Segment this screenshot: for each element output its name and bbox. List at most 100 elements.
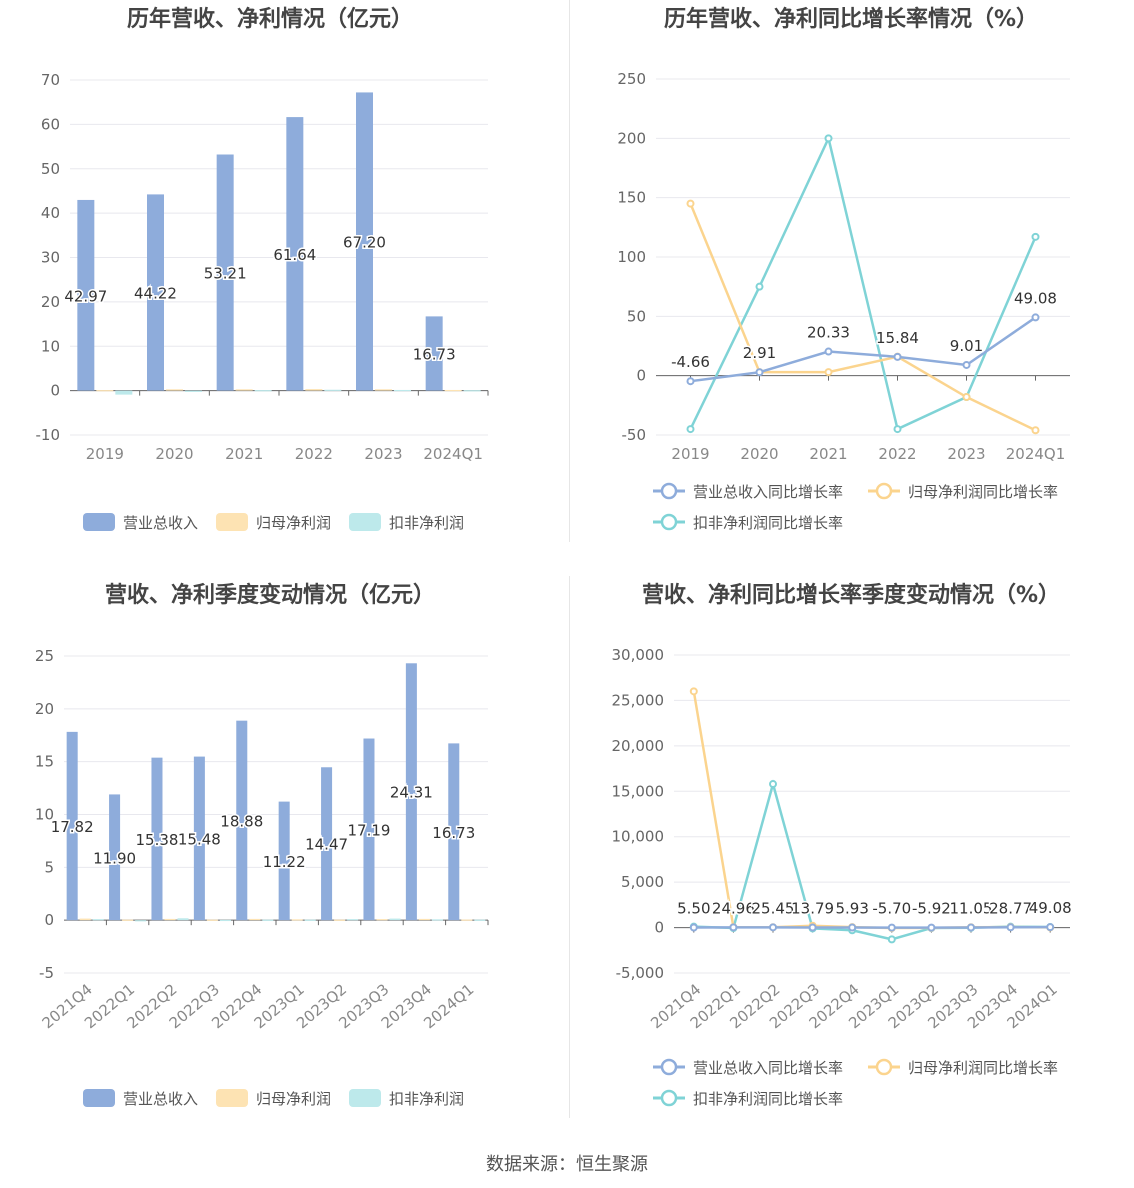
x-tick-label: 2020 <box>155 445 193 463</box>
legend-swatch <box>83 513 115 531</box>
data-label: 5.50 <box>677 900 710 918</box>
legend-label: 扣非净利润 <box>389 514 464 532</box>
data-point <box>824 134 833 143</box>
bar-net-profit <box>122 919 134 921</box>
data-point <box>927 923 936 932</box>
y-tick-label: 15 <box>35 753 54 771</box>
y-tick-label: 10,000 <box>612 828 665 846</box>
bar-net-profit <box>418 918 430 921</box>
data-point <box>887 935 896 944</box>
annual-bar-chart: 历年营收、净利情况（亿元） 70 60 50 40 30 20 10 0 -10 2019 2020 2… <box>36 6 489 532</box>
data-point <box>848 923 857 932</box>
chart-quarterly-revenue-profit: 营收、净利季度变动情况（亿元） 25 20 15 10 5 0 -5 2021Q4 2022Q1 2… <box>0 576 566 1136</box>
data-label: 15.84 <box>876 329 919 347</box>
legend-label: 归母净利润 <box>256 514 331 532</box>
chart-title: 历年营收、净利情况（亿元） <box>127 6 413 32</box>
x-tick-label: 2024Q1 <box>1006 445 1066 463</box>
divider-bottom <box>569 576 570 1118</box>
data-point <box>769 780 777 789</box>
quarter-bar-chart: 营收、净利季度变动情况（亿元）2520151050-52021Q42022Q12… <box>35 582 489 1108</box>
y-tick-label: 60 <box>41 115 60 133</box>
y-tick-label: 10 <box>35 806 54 824</box>
bar-deducted-profit <box>185 390 202 392</box>
data-point <box>1031 313 1040 322</box>
bar-net-profit <box>249 918 261 921</box>
x-tick-label: 2022 <box>878 445 916 463</box>
data-label: 53.21 <box>204 265 247 283</box>
data-label: 16.73 <box>413 346 456 364</box>
bar-net-profit <box>461 919 473 921</box>
y-tick-label: 5,000 <box>621 873 664 891</box>
bar-revenue <box>286 117 304 391</box>
y-tick-label: -10 <box>36 426 61 444</box>
bar-revenue <box>278 801 290 921</box>
data-label: 13.79 <box>791 899 834 917</box>
bar-deducted-profit <box>389 918 401 921</box>
series-line-2 <box>689 134 1037 431</box>
data-label: -5.70 <box>872 900 911 918</box>
y-tick-label: 5 <box>44 858 54 876</box>
bar-net-profit <box>235 389 253 391</box>
bar-revenue <box>405 663 417 921</box>
y-tick-label: 100 <box>617 248 646 266</box>
chart-annual-revenue-profit: 历年营收、净利情况（亿元） 70 60 50 40 30 20 10 0 -10 2019 2020 2… <box>0 0 566 560</box>
bar-deducted-profit <box>177 918 189 921</box>
legend-label: 归母净利润 <box>256 1090 331 1108</box>
bar-deducted-profit <box>463 390 481 392</box>
legend-swatch <box>216 513 248 531</box>
y-tick-label: 50 <box>41 160 60 178</box>
data-point <box>893 425 902 434</box>
legend-swatch <box>349 513 381 531</box>
data-label: 17.19 <box>347 821 390 839</box>
data-label: 24.31 <box>390 784 433 802</box>
x-tick-label: 2021 <box>809 445 847 463</box>
data-label: 14.47 <box>305 836 348 854</box>
bar-deducted-profit <box>474 919 486 921</box>
annual-growth-chart: 历年营收、净利同比增长率情况（%） 250 200 150 100 50 0 -50 2019 2… <box>617 6 1070 532</box>
data-label: 15.38 <box>135 831 178 849</box>
x-tick-label: 2020 <box>740 445 778 463</box>
bar-net-profit <box>79 918 91 921</box>
bar-revenue <box>425 316 443 391</box>
data-point <box>887 923 896 932</box>
data-label: 11.05 <box>950 899 993 917</box>
legend-swatch <box>349 1089 381 1107</box>
y-tick-label: 0 <box>44 911 54 929</box>
legend-label: 营业总收入同比增长率 <box>693 1059 843 1077</box>
y-tick-label: 40 <box>41 204 60 222</box>
y-tick-label: 150 <box>617 189 646 207</box>
legend-marker <box>660 482 678 500</box>
bar-net-profit <box>96 390 114 392</box>
bar-deducted-profit <box>347 919 359 921</box>
data-label: 49.08 <box>1029 899 1072 917</box>
bar-net-profit <box>334 919 346 921</box>
data-point <box>769 923 777 932</box>
legend-marker <box>660 1089 678 1107</box>
x-tick-label: 2019 <box>671 445 709 463</box>
data-label: 17.82 <box>51 818 94 836</box>
y-tick-label: -5 <box>39 964 54 982</box>
data-label: 49.08 <box>1014 289 1057 307</box>
bar-deducted-profit <box>394 389 411 392</box>
bar-deducted-profit <box>92 919 104 921</box>
data-point <box>893 352 902 361</box>
data-label: 20.33 <box>807 324 850 342</box>
x-tick-label: 2024Q1 <box>423 445 483 463</box>
legend-marker <box>660 513 678 531</box>
data-source: 数据来源：恒生聚源 <box>486 1154 648 1175</box>
data-point <box>1006 923 1015 932</box>
data-label: 5.93 <box>835 900 868 918</box>
data-point <box>1031 426 1040 435</box>
bar-deducted-profit <box>304 919 316 921</box>
data-point <box>686 377 695 386</box>
bar-revenue <box>151 757 163 921</box>
legend-label: 扣非净利润 <box>389 1090 464 1108</box>
chart-title: 营收、净利季度变动情况（亿元） <box>105 582 435 608</box>
legend-marker <box>875 482 893 500</box>
bar-net-profit <box>206 919 218 921</box>
y-tick-label: -5,000 <box>616 964 664 982</box>
bar-deducted-profit <box>115 390 133 395</box>
y-tick-label: -50 <box>622 426 647 444</box>
data-point <box>962 393 971 402</box>
bar-revenue <box>193 756 205 921</box>
